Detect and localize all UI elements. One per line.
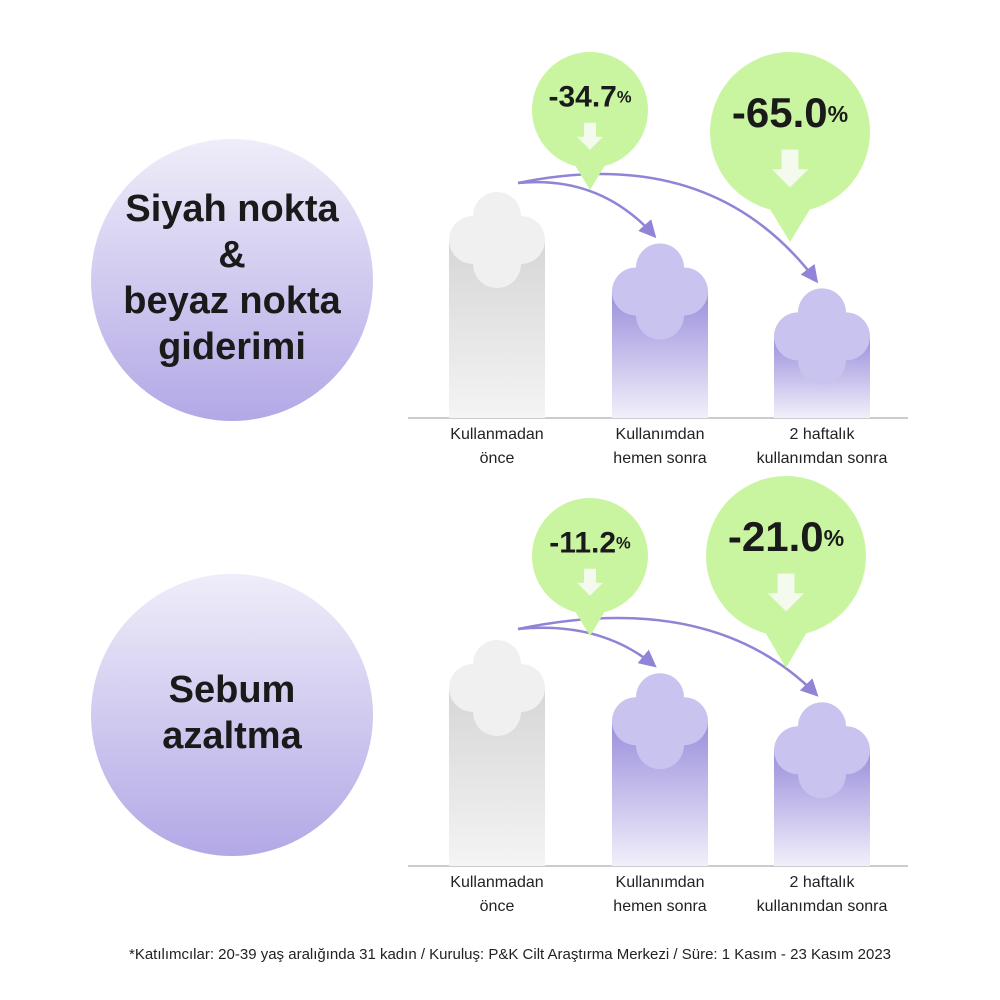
title-line: giderimi: [158, 326, 306, 368]
title-line: azaltma: [162, 715, 302, 757]
x-tick-label: önce: [480, 898, 515, 915]
clover: [636, 697, 684, 746]
title-circle: [91, 574, 373, 856]
x-tick-label: Kullanımdan: [616, 426, 705, 443]
clover: [798, 312, 846, 361]
clover: [798, 726, 846, 775]
x-tick-label: 2 haftalık: [790, 426, 856, 443]
title-line: Siyah nokta: [125, 188, 339, 230]
clover: [473, 216, 521, 264]
trend-arrow: [517, 180, 657, 239]
clover: [636, 267, 684, 316]
down-arrow: [577, 122, 603, 150]
down-arrow: [767, 573, 805, 612]
x-tick-label: hemen sonra: [613, 898, 706, 915]
title-line: Sebum: [169, 669, 296, 711]
callout: [532, 52, 648, 168]
x-tick-label: Kullanımdan: [616, 874, 705, 891]
x-tick-label: önce: [480, 450, 515, 467]
callout: [706, 476, 866, 636]
x-tick-label: 2 haftalık: [790, 874, 856, 891]
value-label: -34.7%: [548, 80, 631, 113]
trend-arrow: [517, 616, 819, 697]
x-tick-label: hemen sonra: [613, 450, 706, 467]
x-tick-label: Kullanmadan: [450, 874, 543, 891]
down-arrow: [577, 568, 603, 596]
clover: [473, 664, 521, 712]
x-tick-label: kullanımdan sonra: [757, 450, 888, 467]
callout: [710, 52, 870, 212]
value-label: -21.0%: [728, 513, 844, 560]
title-circle: [91, 139, 373, 421]
value-label: -11.2%: [549, 526, 631, 559]
x-tick-label: Kullanmadan: [450, 426, 543, 443]
down-arrow: [771, 149, 809, 188]
trend-arrow: [517, 626, 657, 668]
title-line: beyaz nokta: [123, 280, 341, 322]
trend-arrow: [517, 172, 819, 284]
value-label: -65.0%: [732, 89, 848, 136]
x-tick-label: kullanımdan sonra: [757, 898, 888, 915]
callout: [532, 498, 648, 614]
title-line: &: [218, 234, 245, 276]
footnote: *Katılımcılar: 20-39 yaş aralığında 31 k…: [129, 946, 891, 963]
